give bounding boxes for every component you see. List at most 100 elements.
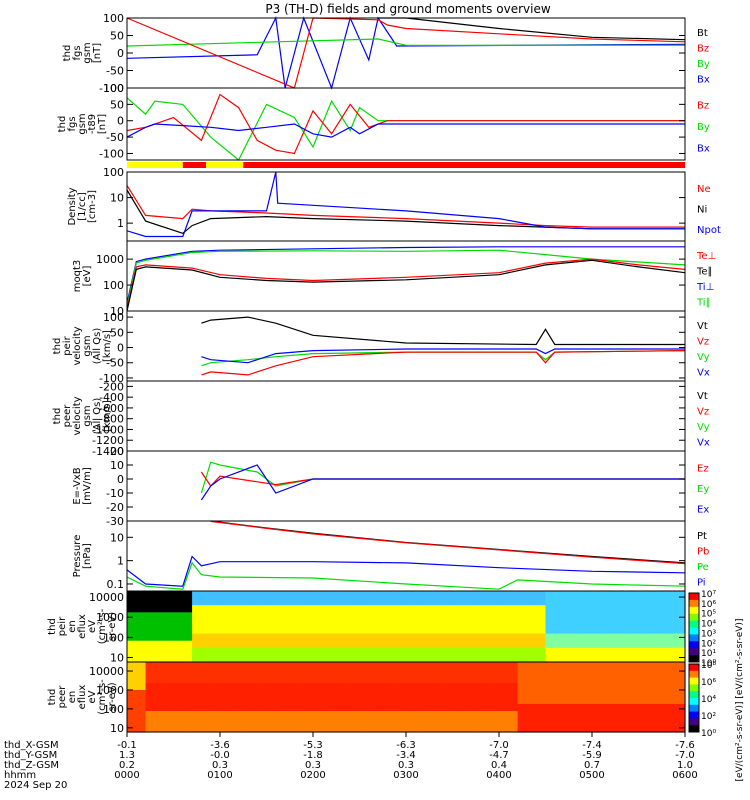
heatmap-cell bbox=[210, 626, 221, 635]
heatmap-cell bbox=[638, 591, 649, 599]
heatmap-cell bbox=[424, 711, 435, 719]
heatmap-cell bbox=[629, 683, 640, 691]
y-tick-label: 50 bbox=[110, 98, 124, 111]
heatmap-cell bbox=[508, 711, 519, 719]
heatmap-cell bbox=[452, 690, 463, 698]
heatmap-cell bbox=[247, 676, 258, 684]
heatmap-cell bbox=[406, 697, 416, 705]
y-tick-label: 50 bbox=[110, 326, 124, 339]
heatmap-cell bbox=[573, 683, 584, 691]
plot-title: P3 (TH-D) fields and ground moments over… bbox=[265, 2, 550, 16]
heatmap-cell bbox=[340, 669, 351, 677]
heatmap-cell bbox=[666, 690, 677, 698]
heatmap-cell bbox=[201, 598, 212, 606]
heatmap-cell bbox=[666, 612, 677, 620]
heatmap-cell bbox=[517, 725, 528, 733]
x-tick-label: 0.2 bbox=[119, 760, 135, 771]
heatmap-cell bbox=[331, 711, 342, 719]
heatmap-cell bbox=[499, 711, 509, 719]
heatmap-cell bbox=[647, 704, 658, 712]
heatmap-cell bbox=[499, 669, 509, 677]
heatmap-cell bbox=[592, 690, 602, 698]
heatmap-cell bbox=[173, 704, 184, 712]
heatmap-cell bbox=[517, 633, 528, 642]
heatmap-cell bbox=[275, 662, 286, 670]
heatmap-cell bbox=[182, 704, 193, 712]
heatmap-cell bbox=[480, 619, 491, 628]
heatmap-cell bbox=[387, 676, 398, 684]
heatmap-cell bbox=[489, 662, 500, 670]
heatmap-cell bbox=[573, 640, 584, 649]
colorbar-cell bbox=[689, 627, 699, 635]
heatmap-cell bbox=[145, 718, 156, 726]
series-line-red bbox=[126, 185, 685, 228]
heatmap-cell bbox=[489, 697, 500, 705]
heatmap-cell bbox=[154, 676, 165, 684]
heatmap-cell bbox=[647, 711, 658, 719]
y-tick-label: 100 bbox=[103, 166, 124, 179]
heatmap-cell bbox=[313, 697, 323, 705]
y-tick-label: -100 bbox=[99, 147, 124, 160]
y-tick-label: -200 bbox=[99, 380, 124, 393]
heatmap-cell bbox=[182, 647, 193, 656]
heatmap-cell bbox=[536, 605, 547, 613]
axis-label: eV bbox=[87, 690, 98, 703]
heatmap-cell bbox=[554, 711, 565, 719]
heatmap-cell bbox=[666, 662, 677, 670]
heatmap-cell bbox=[247, 605, 258, 613]
x-tick-label: -3.4 bbox=[396, 750, 416, 761]
heatmap-cell bbox=[499, 654, 509, 663]
heatmap-cell bbox=[554, 718, 565, 726]
heatmap-cell bbox=[313, 669, 323, 677]
heatmap-cell bbox=[257, 591, 268, 599]
heatmap-cell bbox=[294, 676, 305, 684]
heatmap-cell bbox=[164, 697, 175, 705]
heatmap-cell bbox=[610, 697, 621, 705]
heatmap-cell bbox=[331, 640, 342, 649]
heatmap-cell bbox=[526, 718, 537, 726]
heatmap-cell bbox=[415, 605, 426, 613]
heatmap-cell bbox=[675, 591, 686, 599]
heatmap-cell bbox=[406, 612, 416, 620]
heatmap-cell bbox=[145, 640, 156, 649]
heatmap-cell bbox=[452, 647, 463, 656]
colorbar-cell bbox=[689, 725, 699, 733]
heatmap-cell bbox=[536, 654, 547, 663]
heatmap-cell bbox=[526, 669, 537, 677]
heatmap-cell bbox=[220, 683, 230, 691]
heatmap-cell bbox=[303, 598, 314, 606]
heatmap-cell bbox=[313, 640, 323, 649]
heatmap-cell bbox=[443, 647, 454, 656]
x-axis-row-label: thd_Z-GSM bbox=[4, 760, 59, 771]
heatmap-cell bbox=[647, 633, 658, 642]
heatmap-cell bbox=[154, 697, 165, 705]
heatmap-cell bbox=[266, 669, 277, 677]
heatmap-cell bbox=[220, 633, 230, 642]
heatmap-cell bbox=[508, 683, 519, 691]
colorbar-cell bbox=[689, 684, 699, 692]
heatmap-cell bbox=[471, 619, 481, 628]
panel-temps: 10 100 1000 moqt3 [eV] Te⊥ Te∥ Ti⊥ Ti∥ bbox=[72, 240, 716, 318]
heatmap-cell bbox=[433, 619, 444, 628]
series-line-green bbox=[126, 249, 686, 307]
heatmap-cell bbox=[294, 654, 305, 663]
heatmap-cell bbox=[638, 662, 649, 670]
heatmap-cell bbox=[461, 612, 472, 620]
heatmap-cell bbox=[424, 640, 435, 649]
heatmap-cell bbox=[136, 647, 147, 656]
heatmap-cell bbox=[294, 683, 305, 691]
heatmap-cell bbox=[350, 654, 361, 663]
legend-label: Npot bbox=[697, 225, 721, 236]
heatmap-cell bbox=[666, 711, 677, 719]
axis-label: gsm bbox=[82, 405, 93, 426]
heatmap-cell bbox=[378, 669, 388, 677]
heatmap-cell bbox=[127, 662, 137, 670]
heatmap-cell bbox=[526, 633, 537, 642]
y-tick-label: -400 bbox=[99, 391, 124, 404]
series-line-blue bbox=[126, 555, 686, 587]
heatmap-cell bbox=[415, 626, 426, 635]
heatmap-cell bbox=[322, 605, 333, 613]
x-tick-label: -7.4 bbox=[582, 740, 602, 751]
heatmap-cell bbox=[136, 654, 147, 663]
legend-label: Vz bbox=[697, 406, 709, 417]
